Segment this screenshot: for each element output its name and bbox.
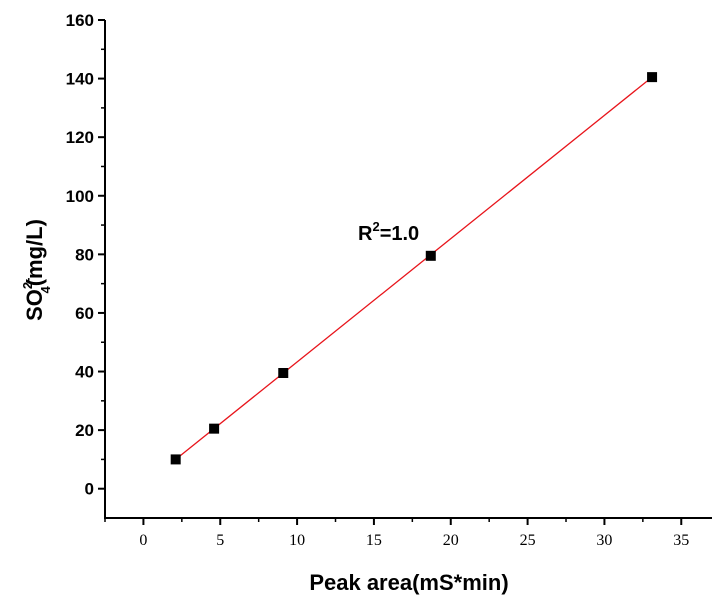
x-tick-label: 15	[366, 532, 382, 549]
x-tick-label: 30	[596, 532, 612, 549]
y-tick-label: 160	[66, 11, 94, 30]
data-point	[209, 423, 220, 434]
y-ticks: 0 20 40 60 80 100 120 140 160	[66, 11, 105, 499]
fit-line-group	[175, 76, 653, 460]
x-axis-title: Peak area(mS*min)	[309, 570, 508, 595]
x-tick-label: 35	[673, 532, 689, 549]
svg-text:SO2-4(mg/L): SO2-4(mg/L)	[20, 219, 53, 321]
x-tick-label: 25	[520, 532, 536, 549]
y-tick-label: 140	[66, 70, 94, 89]
y-tick-label: 80	[75, 245, 94, 264]
fit-line	[175, 76, 653, 460]
x-tick-label: 10	[289, 532, 305, 549]
y-tick-label: 100	[66, 187, 94, 206]
data-point	[170, 454, 181, 465]
y-tick-label: 120	[66, 128, 94, 147]
data-point	[647, 72, 658, 83]
y-tick-label: 40	[75, 363, 94, 382]
data-point	[278, 367, 289, 378]
x-ticks: 0 5 10 15 20 25 30 35	[104, 518, 689, 549]
x-tick-label: 0	[139, 532, 147, 549]
y-tick-label: 60	[75, 304, 94, 323]
y-axis-title: SO2-4(mg/L)	[20, 219, 53, 321]
y-tick-label: 0	[85, 480, 94, 499]
x-tick-label: 5	[216, 532, 224, 549]
axes	[104, 20, 712, 519]
y-tick-label: 20	[75, 421, 94, 440]
r-squared-annotation: R2=1.0	[358, 219, 419, 245]
data-point	[425, 250, 436, 261]
data-points	[170, 72, 658, 465]
x-tick-label: 20	[443, 532, 459, 549]
